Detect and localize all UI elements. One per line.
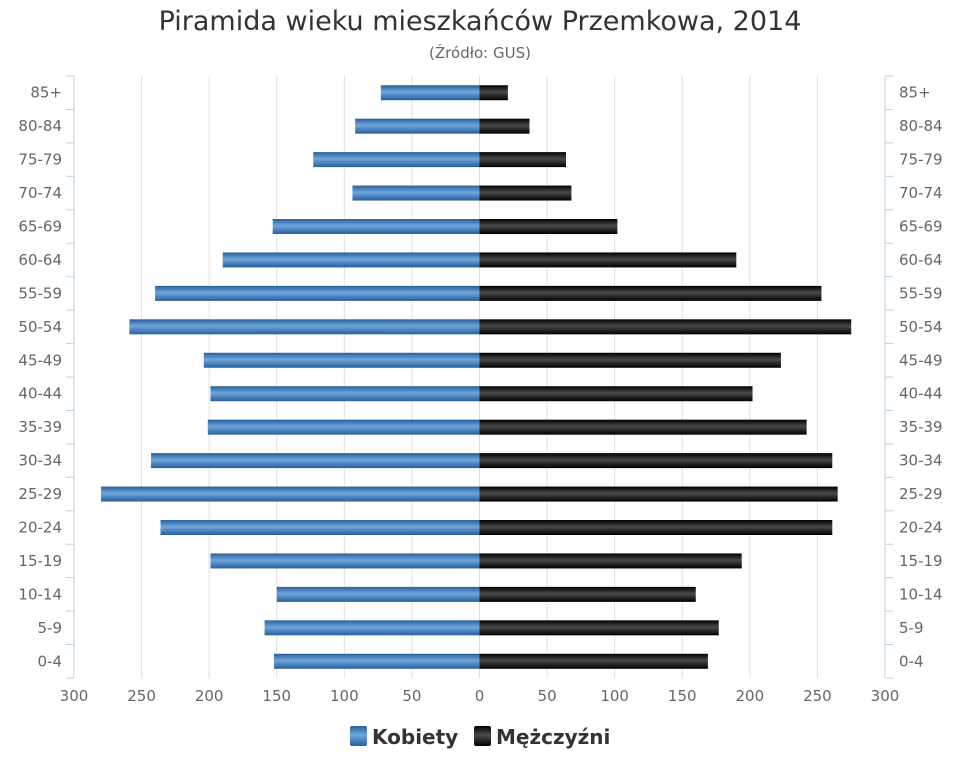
bar-mezczyzni[interactable] xyxy=(479,152,567,168)
bar-kobiety[interactable] xyxy=(264,620,480,636)
y-tick-label-left: 65-69 xyxy=(18,218,62,236)
y-tick-label-left: 20-24 xyxy=(18,519,62,537)
bar-mezczyzni[interactable] xyxy=(479,486,838,502)
bar-kobiety[interactable] xyxy=(380,85,480,101)
y-tick-label-left: 50-54 xyxy=(18,318,62,336)
y-tick-label-right: 25-29 xyxy=(899,485,943,503)
y-tick-label-left: 75-79 xyxy=(18,151,62,169)
bar-mezczyzni[interactable] xyxy=(479,586,696,602)
bar-kobiety[interactable] xyxy=(210,386,480,402)
x-tick-label: 200 xyxy=(736,687,765,705)
bar-mezczyzni[interactable] xyxy=(479,386,753,402)
bar-mezczyzni[interactable] xyxy=(479,285,822,301)
bar-mezczyzni[interactable] xyxy=(479,620,719,636)
y-tick-label-left: 45-49 xyxy=(18,351,62,369)
y-tick-label-left: 60-64 xyxy=(18,251,62,269)
x-tick-label: 250 xyxy=(803,687,832,705)
y-tick-label-right: 0-4 xyxy=(899,652,924,670)
y-tick-label-right: 55-59 xyxy=(899,284,943,302)
y-tick-label-right: 35-39 xyxy=(899,418,943,436)
y-tick-label-right: 60-64 xyxy=(899,251,943,269)
bar-mezczyzni[interactable] xyxy=(479,352,781,368)
x-tick-label: 250 xyxy=(127,687,156,705)
bar-kobiety[interactable] xyxy=(203,352,480,368)
bar-mezczyzni[interactable] xyxy=(479,252,737,268)
x-tick-label: 300 xyxy=(60,687,89,705)
bar-kobiety[interactable] xyxy=(313,152,480,168)
y-tick-label-left: 30-34 xyxy=(18,452,62,470)
y-tick-label-right: 5-9 xyxy=(899,619,924,637)
y-tick-label-left: 5-9 xyxy=(38,619,63,637)
bar-mezczyzni[interactable] xyxy=(479,553,742,569)
bar-mezczyzni[interactable] xyxy=(479,653,708,669)
y-tick-label-right: 10-14 xyxy=(899,585,943,603)
bar-kobiety[interactable] xyxy=(210,553,480,569)
y-tick-label-left: 25-29 xyxy=(18,485,62,503)
chart-subtitle: (Źródło: GUS) xyxy=(429,44,531,62)
bar-mezczyzni[interactable] xyxy=(479,185,572,201)
bar-mezczyzni[interactable] xyxy=(479,419,807,435)
bar-kobiety[interactable] xyxy=(207,419,480,435)
y-tick-label-left: 80-84 xyxy=(18,117,62,135)
y-tick-label-left: 15-19 xyxy=(18,552,62,570)
x-tick-label: 100 xyxy=(330,687,359,705)
bar-mezczyzni[interactable] xyxy=(479,219,618,234)
x-tick-label: 150 xyxy=(668,687,697,705)
y-tick-label-right: 50-54 xyxy=(899,318,943,336)
bar-kobiety[interactable] xyxy=(276,586,480,602)
y-tick-label-right: 85+ xyxy=(899,84,931,102)
bar-kobiety[interactable] xyxy=(352,185,480,201)
bar-kobiety[interactable] xyxy=(274,653,480,669)
x-tick-label: 100 xyxy=(600,687,629,705)
bar-kobiety[interactable] xyxy=(151,453,480,469)
chart-title: Piramida wieku mieszkańców Przemkowa, 20… xyxy=(158,6,802,37)
x-tick-label: 50 xyxy=(402,687,421,705)
y-tick-label-left: 85+ xyxy=(30,84,62,102)
bar-kobiety[interactable] xyxy=(222,252,480,268)
y-tick-label-left: 35-39 xyxy=(18,418,62,436)
y-tick-label-right: 30-34 xyxy=(899,452,943,470)
y-tick-label-right: 65-69 xyxy=(899,218,943,236)
x-tick-label: 150 xyxy=(262,687,291,705)
y-tick-label-left: 55-59 xyxy=(18,284,62,302)
x-tick-label: 0 xyxy=(475,687,485,705)
bar-mezczyzni[interactable] xyxy=(479,118,530,134)
bar-kobiety[interactable] xyxy=(272,219,480,234)
y-tick-label-left: 40-44 xyxy=(18,385,62,403)
y-tick-label-right: 40-44 xyxy=(899,385,943,403)
bar-mezczyzni[interactable] xyxy=(479,85,508,101)
x-tick-label: 300 xyxy=(871,687,900,705)
bar-kobiety[interactable] xyxy=(101,486,480,502)
bar-mezczyzni[interactable] xyxy=(479,453,833,469)
legend-item-mezczyzni-label[interactable]: Mężczyźni xyxy=(496,725,610,749)
bar-kobiety[interactable] xyxy=(160,520,480,535)
y-tick-label-right: 70-74 xyxy=(899,184,943,202)
y-tick-label-left: 70-74 xyxy=(18,184,62,202)
y-tick-label-right: 45-49 xyxy=(899,351,943,369)
bar-mezczyzni[interactable] xyxy=(479,319,852,335)
legend-item-kobiety-swatch[interactable] xyxy=(350,726,367,746)
bar-kobiety[interactable] xyxy=(129,319,480,335)
x-tick-label: 50 xyxy=(538,687,557,705)
y-tick-label-left: 10-14 xyxy=(18,585,62,603)
y-tick-label-right: 15-19 xyxy=(899,552,943,570)
bar-kobiety[interactable] xyxy=(155,285,480,301)
legend-item-mezczyzni-swatch[interactable] xyxy=(474,726,491,746)
bar-mezczyzni[interactable] xyxy=(479,520,833,535)
bar-kobiety[interactable] xyxy=(355,118,480,134)
y-tick-label-right: 20-24 xyxy=(899,519,943,537)
y-tick-label-right: 80-84 xyxy=(899,117,943,135)
y-tick-label-left: 0-4 xyxy=(38,652,63,670)
y-tick-label-right: 75-79 xyxy=(899,151,943,169)
x-tick-label: 200 xyxy=(195,687,224,705)
legend-item-kobiety-label[interactable]: Kobiety xyxy=(372,725,458,749)
